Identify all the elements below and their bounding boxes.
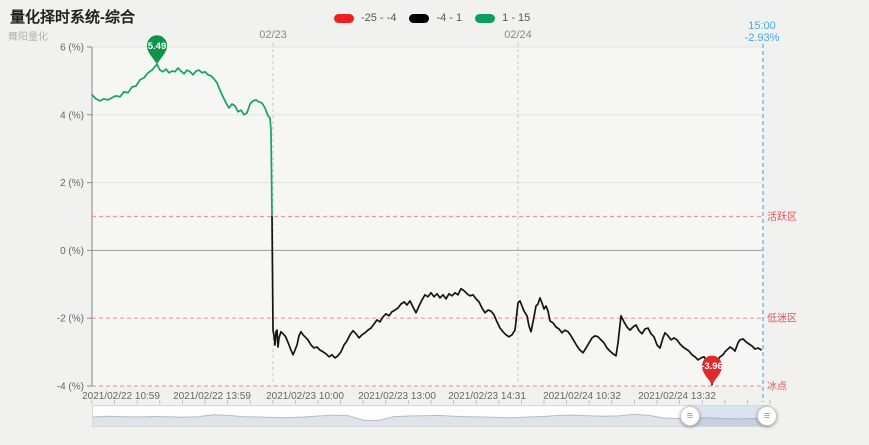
x-tick-label: 2021/02/22 13:59 bbox=[173, 391, 251, 402]
x-tick-label: 2021/02/23 13:00 bbox=[358, 391, 436, 402]
day-marker-lines: 02/23 02/24 bbox=[259, 29, 532, 386]
day-label: 02/24 bbox=[504, 29, 532, 41]
legend: -25 - -4 -4 - 1 1 - 15 bbox=[334, 12, 530, 24]
legend-item-green[interactable]: 1 - 15 bbox=[475, 12, 530, 24]
y-tick-label: -2 (%) bbox=[57, 314, 84, 325]
legend-swatch-red bbox=[334, 13, 354, 23]
pin-shape bbox=[147, 35, 167, 65]
grid-lines bbox=[92, 46, 763, 251]
zone-label: 冰点 bbox=[767, 380, 787, 393]
current-change: -2.93% bbox=[744, 32, 780, 44]
x-tick-label: 2021/02/22 10:59 bbox=[82, 391, 160, 402]
series-line-green bbox=[91, 63, 273, 218]
plot-area bbox=[92, 47, 763, 386]
y-tick-label: 0 (%) bbox=[60, 246, 84, 257]
day-label: 02/23 bbox=[259, 29, 287, 41]
pin-value: -3.96 bbox=[701, 361, 723, 372]
zone-label: 低迷区 bbox=[767, 312, 797, 325]
y-axis-labels: 6 (%) 4 (%) 2 (%) 0 (%) -2 (%) -4 (%) bbox=[57, 43, 92, 393]
pin-value: 5.49 bbox=[148, 41, 167, 52]
zone-label: 活跃区 bbox=[767, 211, 797, 223]
x-tick-label: 2021/02/24 10:32 bbox=[543, 391, 621, 402]
pin-shape bbox=[702, 355, 722, 385]
navigator-outline bbox=[92, 413, 770, 422]
page-subtitle: 舞阳量化 bbox=[8, 32, 48, 43]
series-line-black bbox=[271, 215, 762, 386]
x-axis-labels: 2021/02/22 10:59 2021/02/22 13:59 2021/02/… bbox=[82, 391, 716, 402]
x-tick-label: 2021/02/23 10:00 bbox=[266, 391, 344, 402]
navigator-selection[interactable] bbox=[690, 406, 767, 426]
x-tick-label: 2021/02/24 13:32 bbox=[638, 391, 716, 402]
peak-pin: 5.49 bbox=[147, 35, 167, 65]
y-tick-label: -4 (%) bbox=[57, 382, 84, 393]
legend-label: -25 - -4 bbox=[361, 12, 397, 24]
x-tick-label: 2021/02/23 14:31 bbox=[448, 391, 526, 402]
y-tick-label: 2 (%) bbox=[60, 178, 84, 189]
legend-item-red[interactable]: -25 - -4 bbox=[334, 12, 396, 24]
navigator-right-handle[interactable]: ≡ bbox=[757, 406, 777, 426]
y-tick-label: 6 (%) bbox=[60, 43, 84, 54]
navigator-area[interactable] bbox=[92, 405, 770, 427]
legend-item-black[interactable]: -4 - 1 bbox=[409, 12, 462, 24]
y-tick-label: 4 (%) bbox=[60, 110, 84, 121]
page-title: 量化择时系统-综合 bbox=[10, 9, 135, 26]
navigator-left-handle[interactable]: ≡ bbox=[680, 406, 700, 426]
legend-label: -4 - 1 bbox=[436, 12, 463, 24]
navigator-ticks bbox=[91, 400, 771, 404]
trough-pin: -3.96 bbox=[701, 355, 723, 385]
legend-label: 1 - 15 bbox=[502, 12, 531, 24]
legend-swatch-black bbox=[409, 13, 430, 23]
legend-swatch-green bbox=[475, 13, 496, 23]
current-time: 15:00 bbox=[748, 20, 776, 32]
current-time-readout: 15:00 -2.93% bbox=[727, 20, 797, 44]
